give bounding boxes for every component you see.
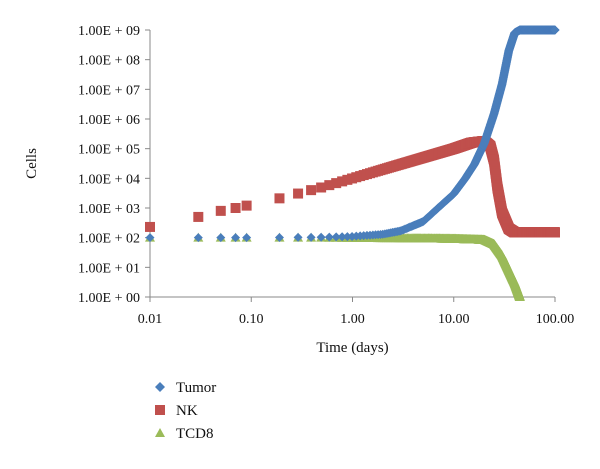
data-point	[293, 188, 304, 199]
legend-item-tcd8: TCD8	[155, 426, 214, 442]
x-tick-label: 0.10	[239, 312, 264, 327]
legend: Tumor NK TCD8	[155, 380, 216, 442]
data-point	[193, 233, 203, 243]
data-point	[306, 185, 317, 196]
data-point	[242, 233, 252, 243]
data-point	[274, 193, 285, 204]
legend-label: TCD8	[176, 426, 214, 442]
x-tick-label: 0.01	[138, 312, 163, 327]
data-point	[549, 227, 560, 238]
plot-area	[145, 25, 560, 301]
data-point	[324, 180, 335, 191]
data-point	[216, 233, 226, 243]
data-point	[342, 232, 352, 242]
data-point	[293, 232, 303, 242]
y-tick-label: 1.00E + 07	[78, 83, 140, 98]
y-tick-label: 1.00E + 03	[78, 202, 140, 217]
y-tick-label: 1.00E + 08	[78, 54, 140, 69]
data-point	[230, 203, 241, 213]
legend-item-nk: NK	[155, 403, 198, 419]
data-point	[331, 232, 341, 242]
legend-label: NK	[176, 403, 198, 419]
data-point	[324, 232, 334, 242]
data-point	[316, 182, 327, 193]
y-tick-label: 1.00E + 00	[78, 291, 140, 306]
y-tick-label: 1.00E + 06	[78, 113, 140, 128]
data-point	[337, 176, 348, 187]
data-point	[550, 25, 560, 35]
data-point	[274, 233, 284, 243]
y-tick-label: 1.00E + 05	[78, 143, 140, 158]
legend-marker	[155, 428, 165, 437]
x-tick-label: 1.00	[340, 312, 365, 327]
data-point	[337, 232, 347, 242]
series-tcd8	[145, 232, 525, 301]
data-point	[306, 232, 316, 242]
data-point	[331, 178, 342, 189]
x-axis-label: Time (days)	[316, 340, 388, 356]
data-point	[231, 233, 241, 243]
legend-label: Tumor	[176, 380, 216, 396]
data-point	[215, 205, 226, 216]
y-axis-label: Cells	[24, 148, 40, 179]
y-tick-label: 1.00E + 02	[78, 232, 140, 247]
y-tick-label: 1.00E + 01	[78, 261, 140, 276]
legend-item-tumor: Tumor	[155, 380, 216, 396]
y-axis-ticks: 1.00E + 00 1.00E + 01 1.00E + 02 1.00E + 03…	[78, 24, 150, 306]
series-nk	[145, 136, 560, 238]
x-axis-ticks: 0.01 0.10 1.00 10.00 100.00	[138, 297, 575, 327]
legend-marker	[155, 382, 165, 392]
data-point	[145, 233, 155, 243]
x-tick-label: 100.00	[536, 312, 575, 327]
data-point	[316, 232, 326, 242]
series-tumor	[145, 25, 560, 243]
data-point	[241, 200, 252, 211]
legend-marker	[155, 405, 165, 415]
data-point	[145, 221, 155, 232]
y-tick-label: 1.00E + 09	[78, 24, 140, 39]
data-point	[193, 211, 204, 222]
y-tick-label: 1.00E + 04	[78, 172, 140, 187]
x-tick-label: 10.00	[438, 312, 470, 327]
data-point	[514, 291, 525, 301]
